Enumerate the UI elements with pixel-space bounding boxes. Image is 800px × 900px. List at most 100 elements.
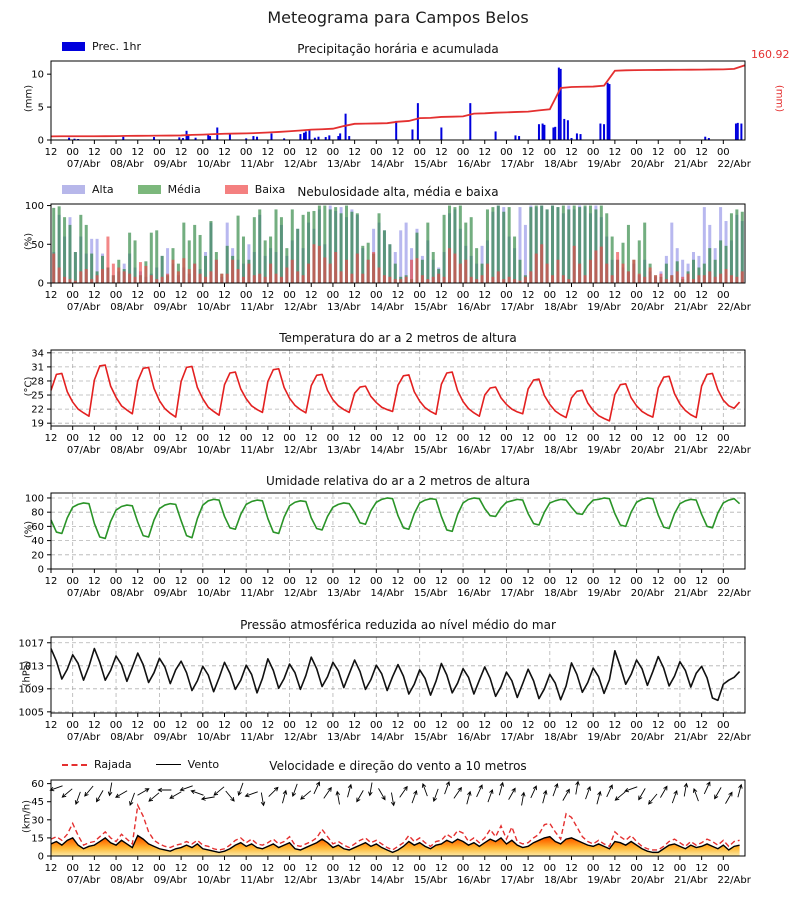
- svg-text:08/Abr: 08/Abr: [110, 159, 144, 170]
- svg-text:12: 12: [565, 576, 578, 587]
- svg-text:1013: 1013: [19, 661, 44, 672]
- svg-text:09/Abr: 09/Abr: [154, 159, 188, 170]
- svg-text:08/Abr: 08/Abr: [110, 445, 144, 456]
- svg-text:12/Abr: 12/Abr: [284, 732, 318, 743]
- svg-text:19/Abr: 19/Abr: [587, 445, 621, 456]
- legend-label: Alta: [92, 183, 114, 196]
- svg-text:12: 12: [131, 147, 144, 158]
- svg-text:19/Abr: 19/Abr: [587, 302, 621, 313]
- svg-text:12: 12: [175, 433, 188, 444]
- svg-text:00: 00: [717, 863, 730, 874]
- svg-text:11/Abr: 11/Abr: [240, 732, 274, 743]
- svg-text:08/Abr: 08/Abr: [110, 732, 144, 743]
- svg-text:14/Abr: 14/Abr: [370, 302, 404, 313]
- svg-text:00: 00: [283, 433, 296, 444]
- svg-text:16/Abr: 16/Abr: [457, 302, 491, 313]
- svg-text:00: 00: [543, 720, 556, 731]
- svg-text:12: 12: [131, 433, 144, 444]
- svg-text:00: 00: [630, 863, 643, 874]
- svg-text:00: 00: [370, 576, 383, 587]
- svg-text:00: 00: [457, 290, 470, 301]
- svg-text:12: 12: [175, 863, 188, 874]
- clouds-legend: Alta Média Baixa: [62, 183, 309, 196]
- svg-text:11/Abr: 11/Abr: [240, 159, 274, 170]
- svg-text:12: 12: [45, 290, 58, 301]
- svg-text:12: 12: [392, 720, 405, 731]
- svg-text:12: 12: [175, 147, 188, 158]
- svg-text:12: 12: [478, 720, 491, 731]
- svg-text:25: 25: [31, 391, 44, 402]
- svg-text:12: 12: [348, 720, 361, 731]
- svg-text:00: 00: [153, 863, 166, 874]
- svg-text:07/Abr: 07/Abr: [67, 445, 101, 456]
- svg-text:16/Abr: 16/Abr: [457, 159, 491, 170]
- svg-text:12: 12: [695, 720, 708, 731]
- svg-text:00: 00: [457, 863, 470, 874]
- svg-text:00: 00: [283, 147, 296, 158]
- legend-item-vento: Vento: [155, 758, 219, 771]
- svg-text:21/Abr: 21/Abr: [674, 588, 708, 599]
- svg-text:12: 12: [652, 290, 665, 301]
- svg-text:21/Abr: 21/Abr: [674, 732, 708, 743]
- svg-text:07/Abr: 07/Abr: [67, 588, 101, 599]
- svg-text:12: 12: [262, 433, 275, 444]
- legend-label: Média: [167, 183, 201, 196]
- svg-text:00: 00: [240, 720, 253, 731]
- svg-text:12: 12: [88, 720, 101, 731]
- cumulative-total-annotation: 160.92: [751, 48, 790, 61]
- svg-text:00: 00: [457, 147, 470, 158]
- legend-label: Rajada: [94, 758, 132, 771]
- svg-text:12: 12: [88, 433, 101, 444]
- svg-text:00: 00: [717, 147, 730, 158]
- svg-text:00: 00: [370, 290, 383, 301]
- svg-text:00: 00: [500, 290, 513, 301]
- svg-text:12/Abr: 12/Abr: [284, 588, 318, 599]
- svg-text:00: 00: [110, 720, 123, 731]
- svg-text:10/Abr: 10/Abr: [197, 588, 231, 599]
- svg-text:17/Abr: 17/Abr: [501, 875, 535, 886]
- svg-text:00: 00: [370, 433, 383, 444]
- svg-text:18/Abr: 18/Abr: [544, 875, 578, 886]
- svg-text:12: 12: [392, 576, 405, 587]
- svg-text:00: 00: [413, 290, 426, 301]
- precip-title: Precipitação horária e acumulada: [297, 42, 499, 56]
- svg-text:17/Abr: 17/Abr: [501, 732, 535, 743]
- svg-text:12: 12: [478, 147, 491, 158]
- svg-text:60: 60: [31, 522, 44, 533]
- svg-text:31: 31: [31, 362, 44, 373]
- svg-text:00: 00: [66, 433, 79, 444]
- svg-text:12: 12: [435, 863, 448, 874]
- svg-text:08/Abr: 08/Abr: [110, 302, 144, 313]
- svg-text:12: 12: [609, 290, 622, 301]
- alta-swatch-icon: [62, 185, 85, 194]
- svg-text:00: 00: [543, 433, 556, 444]
- svg-text:00: 00: [674, 147, 687, 158]
- svg-text:00: 00: [543, 576, 556, 587]
- svg-text:00: 00: [196, 720, 209, 731]
- svg-text:12: 12: [88, 147, 101, 158]
- svg-text:08/Abr: 08/Abr: [110, 875, 144, 886]
- svg-text:1017: 1017: [19, 638, 44, 649]
- svg-text:12: 12: [522, 720, 535, 731]
- svg-text:00: 00: [587, 576, 600, 587]
- svg-text:00: 00: [240, 433, 253, 444]
- svg-text:09/Abr: 09/Abr: [154, 302, 188, 313]
- svg-text:19/Abr: 19/Abr: [587, 588, 621, 599]
- svg-text:12: 12: [652, 433, 665, 444]
- precip-legend: Prec. 1hr: [62, 40, 165, 53]
- temp-title: Temperatura do ar a 2 metros de altura: [279, 331, 517, 345]
- svg-text:12: 12: [392, 290, 405, 301]
- svg-text:09/Abr: 09/Abr: [154, 875, 188, 886]
- svg-text:15/Abr: 15/Abr: [414, 732, 448, 743]
- svg-text:00: 00: [283, 290, 296, 301]
- svg-text:12: 12: [88, 863, 101, 874]
- svg-text:00: 00: [370, 147, 383, 158]
- svg-text:30: 30: [31, 815, 44, 826]
- svg-text:00: 00: [413, 147, 426, 158]
- svg-text:22/Abr: 22/Abr: [717, 159, 751, 170]
- svg-text:12: 12: [652, 147, 665, 158]
- legend-item-alta: Alta: [62, 183, 114, 196]
- gust-line-icon: [62, 763, 87, 766]
- svg-text:12/Abr: 12/Abr: [284, 159, 318, 170]
